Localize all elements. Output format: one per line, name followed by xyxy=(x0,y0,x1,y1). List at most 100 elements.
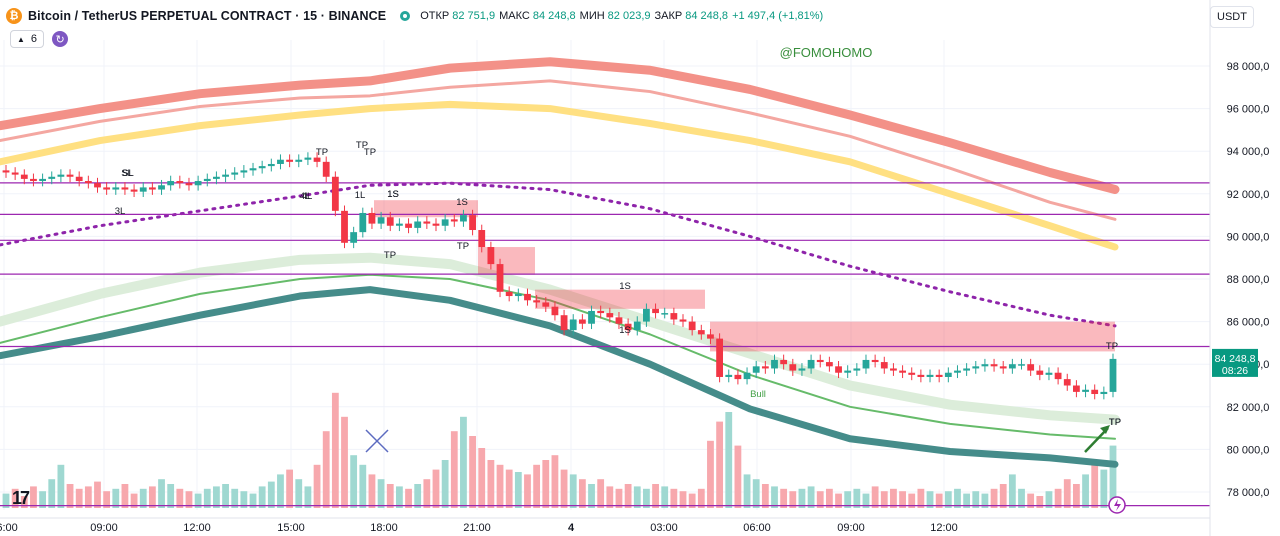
volume-bar xyxy=(460,416,467,508)
candle xyxy=(542,302,550,307)
candle xyxy=(1091,389,1099,395)
candle xyxy=(670,313,678,320)
volume-bar xyxy=(231,488,239,508)
y-tick-label: 98 000,0 xyxy=(1227,61,1270,73)
price-axis-bg xyxy=(1210,0,1280,536)
tradingview-logo-icon[interactable]: 17 xyxy=(12,488,30,508)
symbol-title[interactable]: Bitcoin / TetherUS PERPETUAL CONTRACT · … xyxy=(28,9,387,23)
candle xyxy=(368,212,376,224)
candle xyxy=(633,321,641,331)
candle xyxy=(1027,364,1035,371)
candle xyxy=(798,368,806,371)
volume-bar xyxy=(1100,469,1108,508)
volume-bar xyxy=(697,488,705,508)
volume-bar xyxy=(944,491,952,508)
volume-bar xyxy=(505,469,513,508)
volume-bar xyxy=(167,484,175,508)
volume-bar xyxy=(414,484,422,508)
trade-label: TP xyxy=(364,147,376,158)
trade-label: 4L xyxy=(300,191,311,202)
sync-icon[interactable]: ↻ xyxy=(52,31,69,47)
currency-button[interactable]: USDT xyxy=(1210,6,1254,28)
candle xyxy=(807,359,815,369)
candle xyxy=(899,370,906,373)
market-status-icon xyxy=(400,11,411,21)
volume-bar xyxy=(890,488,897,508)
trade-label: TP xyxy=(384,250,396,261)
candle xyxy=(249,168,257,171)
volume-bar xyxy=(57,464,65,508)
trade-label: TP xyxy=(1109,417,1121,428)
candle xyxy=(652,308,659,314)
candle xyxy=(505,291,513,297)
volume-bar xyxy=(761,484,769,508)
y-tick-label: 82 000,0 xyxy=(1227,402,1270,414)
candle xyxy=(30,178,37,182)
bull-annotation: Bull xyxy=(750,389,766,400)
volume-bar xyxy=(780,488,788,508)
candle xyxy=(1045,372,1053,375)
candle xyxy=(66,174,74,177)
volume-bar xyxy=(30,486,37,508)
volume-bar xyxy=(1045,491,1053,508)
last-price-badge xyxy=(1212,348,1258,377)
indicators-toggle-button[interactable]: ▲ 6 xyxy=(10,30,45,48)
volume-bar xyxy=(624,484,632,508)
volume-bar xyxy=(652,484,659,508)
candle xyxy=(707,334,714,339)
volume-bar xyxy=(816,491,824,508)
candle xyxy=(789,364,797,371)
bitcoin-icon: ₿ xyxy=(6,8,22,24)
candle xyxy=(240,170,248,173)
volume-bar xyxy=(496,464,504,508)
volume-bar xyxy=(633,486,641,508)
trade-label: 1S xyxy=(387,189,399,200)
candle xyxy=(377,217,385,224)
volume-bar xyxy=(707,440,714,508)
candle xyxy=(277,159,284,164)
symbol-legend: ₿ Bitcoin / TetherUS PERPETUAL CONTRACT … xyxy=(6,8,823,24)
volume-bar xyxy=(972,491,980,508)
trade-label: SL xyxy=(122,168,134,179)
candle xyxy=(972,366,980,369)
candle xyxy=(643,308,650,322)
volume-bar xyxy=(734,445,742,508)
volume-bar xyxy=(560,469,568,508)
volume-bar xyxy=(66,484,74,508)
volume-bar xyxy=(1054,488,1062,508)
x-tick-label: 03:00 xyxy=(650,522,678,534)
candle xyxy=(414,221,422,228)
candle xyxy=(890,368,897,371)
candle xyxy=(167,181,175,186)
volume-bar xyxy=(862,493,870,508)
candle xyxy=(944,372,952,377)
trade-label: 1S xyxy=(456,197,468,208)
candle xyxy=(844,370,852,373)
trade-label: TP xyxy=(1109,417,1121,428)
y-tick-label: 86 000,0 xyxy=(1227,317,1270,329)
volume-bar xyxy=(313,464,321,508)
candle xyxy=(331,176,339,211)
candle xyxy=(322,161,330,177)
candle xyxy=(835,366,842,373)
green-ma-line xyxy=(0,273,1116,440)
candle xyxy=(816,359,824,363)
candle xyxy=(304,157,312,160)
candle xyxy=(94,183,101,188)
candle xyxy=(624,323,632,331)
candle xyxy=(130,189,138,192)
candle xyxy=(176,181,184,184)
volume-bar xyxy=(670,488,678,508)
candle xyxy=(514,293,522,297)
last-price-label: 84 248,8 xyxy=(1215,353,1256,365)
candle xyxy=(1109,358,1117,392)
x-tick-label: 06:00 xyxy=(0,522,18,534)
candle xyxy=(103,187,111,190)
trade-label: TP xyxy=(1106,341,1118,352)
volume-bar xyxy=(450,431,458,508)
candle xyxy=(606,313,614,318)
volume-bar xyxy=(935,493,943,508)
volume-bar xyxy=(1091,464,1099,508)
volume-bar xyxy=(84,486,92,508)
